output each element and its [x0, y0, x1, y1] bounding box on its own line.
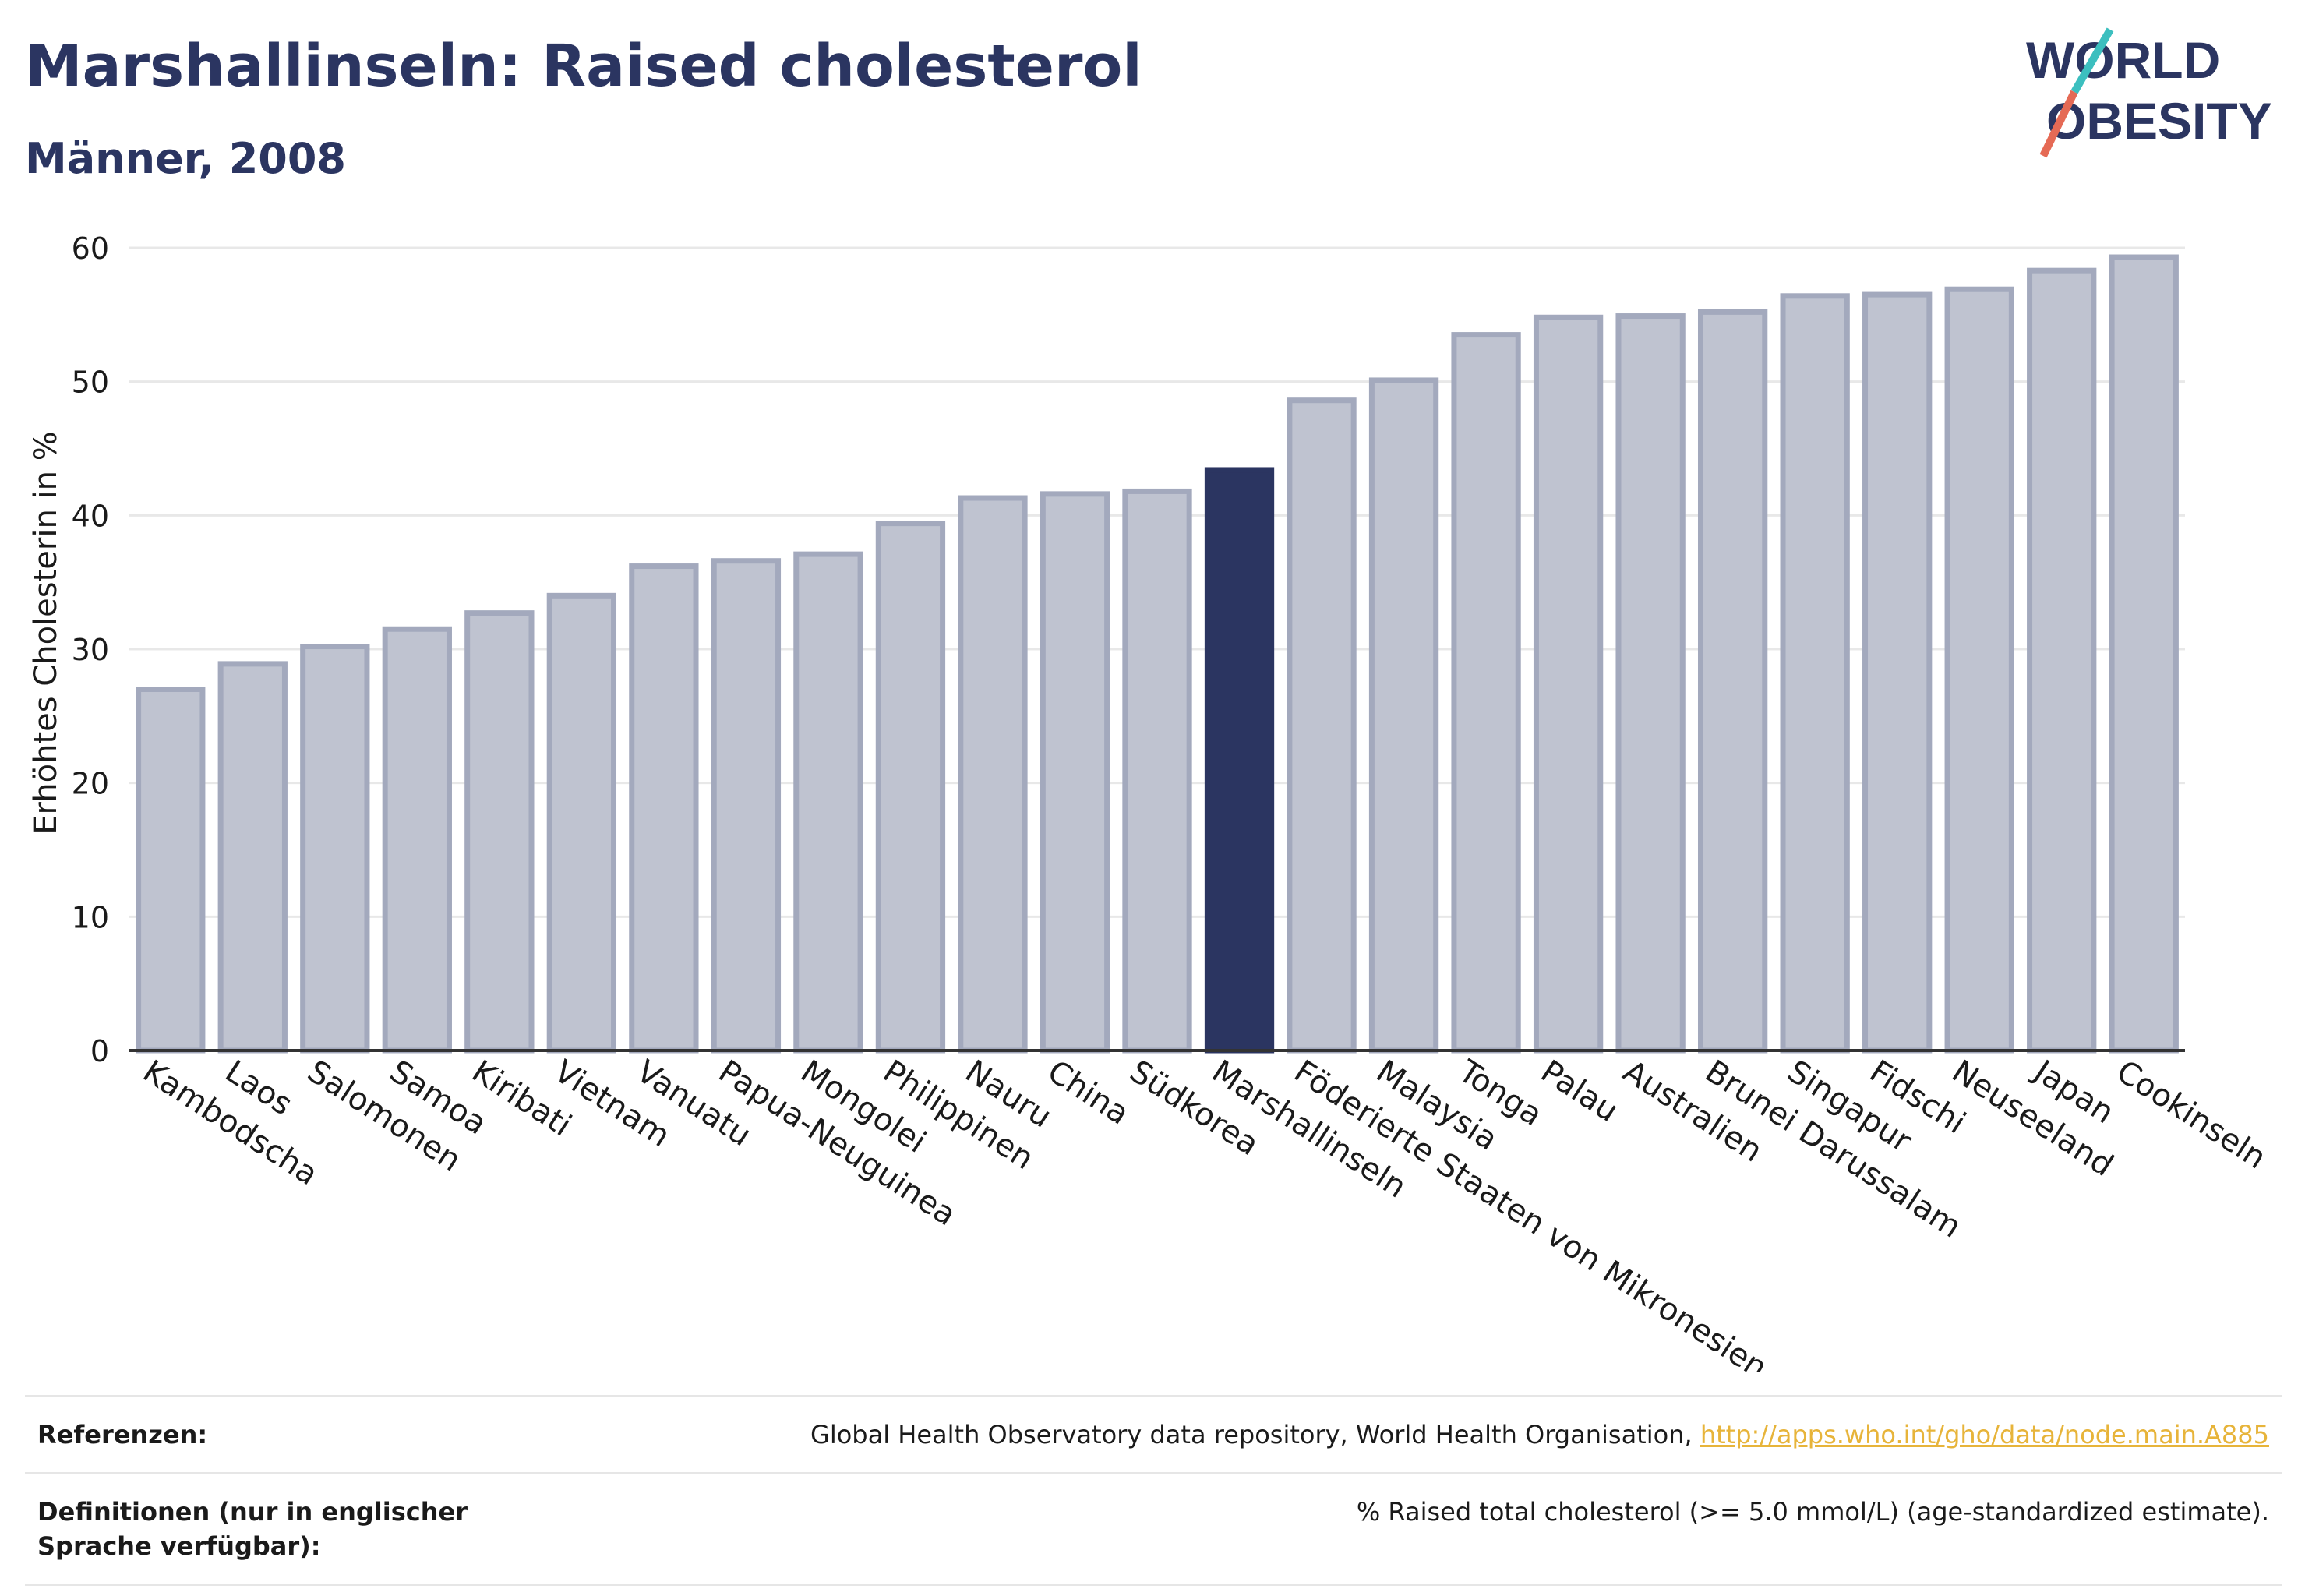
bar [300, 644, 370, 1054]
bar [1615, 313, 1686, 1054]
definitions-value: % Raised total cholesterol (>= 5.0 mmol/… [1356, 1497, 2269, 1527]
footer-references-row: Referenzen: Global Health Observatory da… [25, 1395, 2282, 1472]
bar [1697, 309, 1768, 1054]
world-obesity-logo[interactable]: WORLD OBESITY [2026, 23, 2291, 164]
bar [1780, 293, 1850, 1054]
bar [1944, 286, 2014, 1054]
bar [382, 626, 452, 1054]
y-tick-label: 50 [72, 365, 109, 400]
y-tick-label: 10 [72, 900, 109, 934]
references-text: Global Health Observatory data repositor… [810, 1420, 1700, 1449]
bar [1204, 467, 1275, 1054]
x-tick-label: China [1041, 1054, 1135, 1132]
bar [1287, 397, 1357, 1054]
references-label: Referenzen: [37, 1420, 208, 1449]
bar [464, 610, 535, 1054]
page-subtitle: Männer, 2008 [25, 134, 346, 183]
bar [875, 521, 946, 1054]
bar [1533, 314, 1604, 1054]
bar [1040, 491, 1110, 1054]
references-link[interactable]: http://apps.who.int/gho/data/node.main.A… [1700, 1420, 2269, 1449]
logo-line1: WORLD [2026, 31, 2220, 89]
y-tick-label: 20 [72, 767, 109, 801]
bar [711, 558, 782, 1054]
footer-definitions-row: Definitionen (nur in englischer Sprache … [25, 1472, 2282, 1586]
bar [2027, 267, 2097, 1054]
y-axis-label: Erhöhtes Cholesterin in % [28, 431, 64, 834]
y-tick-label: 0 [90, 1034, 109, 1068]
y-tick-label: 30 [72, 633, 109, 667]
page-title: Marshallinseln: Raised cholesterol [25, 33, 1142, 100]
bar [1122, 488, 1192, 1054]
bar [546, 592, 617, 1054]
bar [629, 563, 699, 1054]
x-tick-label: Cookinseln [2110, 1054, 2272, 1177]
bar [217, 661, 288, 1054]
logo-slash-red [2039, 90, 2078, 158]
bar [1862, 291, 1933, 1054]
bar [1451, 332, 1521, 1054]
references-value: Global Health Observatory data repositor… [810, 1418, 2269, 1452]
bar [2109, 254, 2179, 1054]
y-tick-label: 60 [72, 231, 109, 266]
x-tick-label: Palau [1534, 1054, 1624, 1129]
footer-table: Referenzen: Global Health Observatory da… [25, 1395, 2282, 1586]
y-tick-labels: 0 10 20 30 40 50 60 [72, 231, 109, 1068]
bars [136, 254, 2179, 1054]
logo-line2: OBESITY [2046, 92, 2272, 150]
bar [793, 551, 863, 1054]
bar [136, 687, 206, 1054]
definitions-label: Definitionen (nur in englischer Sprache … [37, 1497, 468, 1561]
y-tick-label: 40 [72, 499, 109, 533]
bar [1368, 377, 1439, 1054]
logo-slash-teal [2070, 27, 2114, 94]
bar [958, 495, 1028, 1054]
